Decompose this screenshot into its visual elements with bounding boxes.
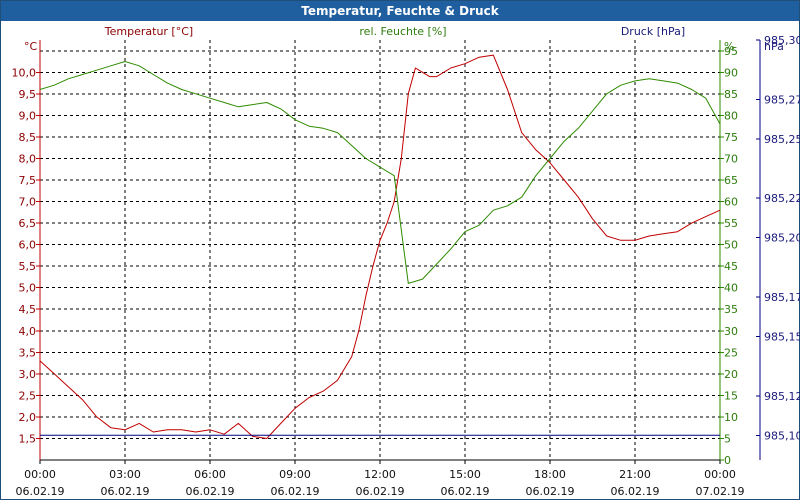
pressure-tick-label: 985,15	[764, 330, 800, 343]
x-tick-time: 15:00	[449, 468, 481, 481]
x-tick-date: 06.02.19	[16, 485, 65, 498]
temperature-axis-label: Temperatur [°C]	[104, 25, 193, 38]
humidity-tick-label: 30	[724, 325, 738, 338]
pressure-tick-label: 985,12	[764, 390, 800, 403]
humidity-tick-label: 25	[724, 346, 738, 359]
temperature-tick-label: 5,0	[19, 282, 37, 295]
grid-lines	[39, 40, 721, 461]
temperature-tick-label: 10,0	[12, 66, 37, 79]
x-tick-date: 06.02.19	[611, 485, 660, 498]
humidity-tick-label: 0	[724, 454, 731, 467]
temperature-tick-label: 8,0	[19, 152, 37, 165]
series-line-temperature	[39, 54, 721, 439]
x-tick-date: 06.02.19	[101, 485, 150, 498]
temperature-tick-label: 3,0	[19, 368, 37, 381]
humidity-tick-label: 65	[724, 174, 738, 187]
x-tick-date: 06.02.19	[356, 485, 405, 498]
humidity-tick-label: 70	[724, 152, 738, 165]
temperature-tick-label: 3,5	[19, 346, 37, 359]
temperature-tick-label: 6,5	[19, 217, 37, 230]
x-tick-date: 06.02.19	[526, 485, 575, 498]
pressure-tick-label: 985,10	[764, 429, 800, 442]
temperature-unit-label: °C	[24, 40, 38, 53]
temperature-tick-label: 7,5	[19, 174, 37, 187]
temperature-tick-label: 9,5	[19, 88, 37, 101]
temperature-tick-label: 2,5	[19, 389, 37, 402]
humidity-tick-label: 90	[724, 66, 738, 79]
x-tick-time: 00:00	[704, 468, 736, 481]
pressure-tick-label: 985,22	[764, 192, 800, 205]
humidity-tick-label: 10	[724, 411, 738, 424]
x-tick-time: 03:00	[109, 468, 141, 481]
humidity-tick-label: 55	[724, 217, 738, 230]
pressure-unit-label: hPa	[764, 40, 784, 53]
temperature-tick-label: 1,5	[19, 432, 37, 445]
axis-labels: Temperatur [°C] rel. Feuchte [%] Druck [hP…	[24, 25, 784, 53]
x-tick-date: 07.02.19	[696, 485, 745, 498]
temperature-tick-label: 4,5	[19, 303, 37, 316]
temperature-tick-label: 7,0	[19, 196, 37, 209]
pressure-tick-label: 985,27	[764, 93, 800, 106]
x-tick-time: 06:00	[194, 468, 226, 481]
x-tick-date: 06.02.19	[186, 485, 235, 498]
humidity-tick-label: 80	[724, 109, 738, 122]
series-lines	[39, 54, 721, 439]
pressure-tick-label: 985,20	[764, 232, 800, 245]
humidity-tick-label: 5	[724, 432, 731, 445]
humidity-tick-label: 40	[724, 282, 738, 295]
humidity-tick-label: 50	[724, 239, 738, 252]
humidity-tick-label: 85	[724, 88, 738, 101]
pressure-axis-label: Druck [hPa]	[621, 25, 685, 38]
temperature-tick-label: 9,0	[19, 109, 37, 122]
humidity-tick-label: 35	[724, 303, 738, 316]
x-tick-time: 18:00	[534, 468, 566, 481]
x-tick-date: 06.02.19	[441, 485, 490, 498]
humidity-axis-label: rel. Feuchte [%]	[359, 25, 446, 38]
chart-axes	[36, 39, 761, 464]
temperature-tick-label: 4,0	[19, 325, 37, 338]
series-line-humidity	[39, 61, 721, 284]
pressure-tick-label: 985,30	[764, 34, 800, 47]
temperature-tick-label: 8,5	[19, 131, 37, 144]
humidity-tick-label: 45	[724, 260, 738, 273]
x-tick-time: 21:00	[619, 468, 651, 481]
humidity-tick-label: 95	[724, 45, 738, 58]
x-tick-time: 00:00	[24, 468, 56, 481]
humidity-tick-label: 60	[724, 196, 738, 209]
humidity-tick-label: 75	[724, 131, 738, 144]
temperature-tick-label: 2,0	[19, 411, 37, 424]
humidity-tick-label: 15	[724, 389, 738, 402]
temperature-tick-label: 6,0	[19, 239, 37, 252]
x-tick-time: 12:00	[364, 468, 396, 481]
chart-title: Temperatur, Feuchte & Druck	[1, 1, 799, 21]
tick-labels: 1,5 2,0 2,5 3,0 3,5 4,0 4,5 5,0 5,5 6,0 6,5 7,0 7,5 8…	[12, 34, 800, 498]
pressure-tick-label: 985,17	[764, 291, 800, 304]
humidity-unit-label: %	[724, 40, 734, 53]
temperature-tick-label: 5,5	[19, 260, 37, 273]
x-tick-time: 09:00	[279, 468, 311, 481]
x-tick-date: 06.02.19	[271, 485, 320, 498]
pressure-tick-label: 985,25	[764, 133, 800, 146]
humidity-tick-label: 20	[724, 368, 738, 381]
